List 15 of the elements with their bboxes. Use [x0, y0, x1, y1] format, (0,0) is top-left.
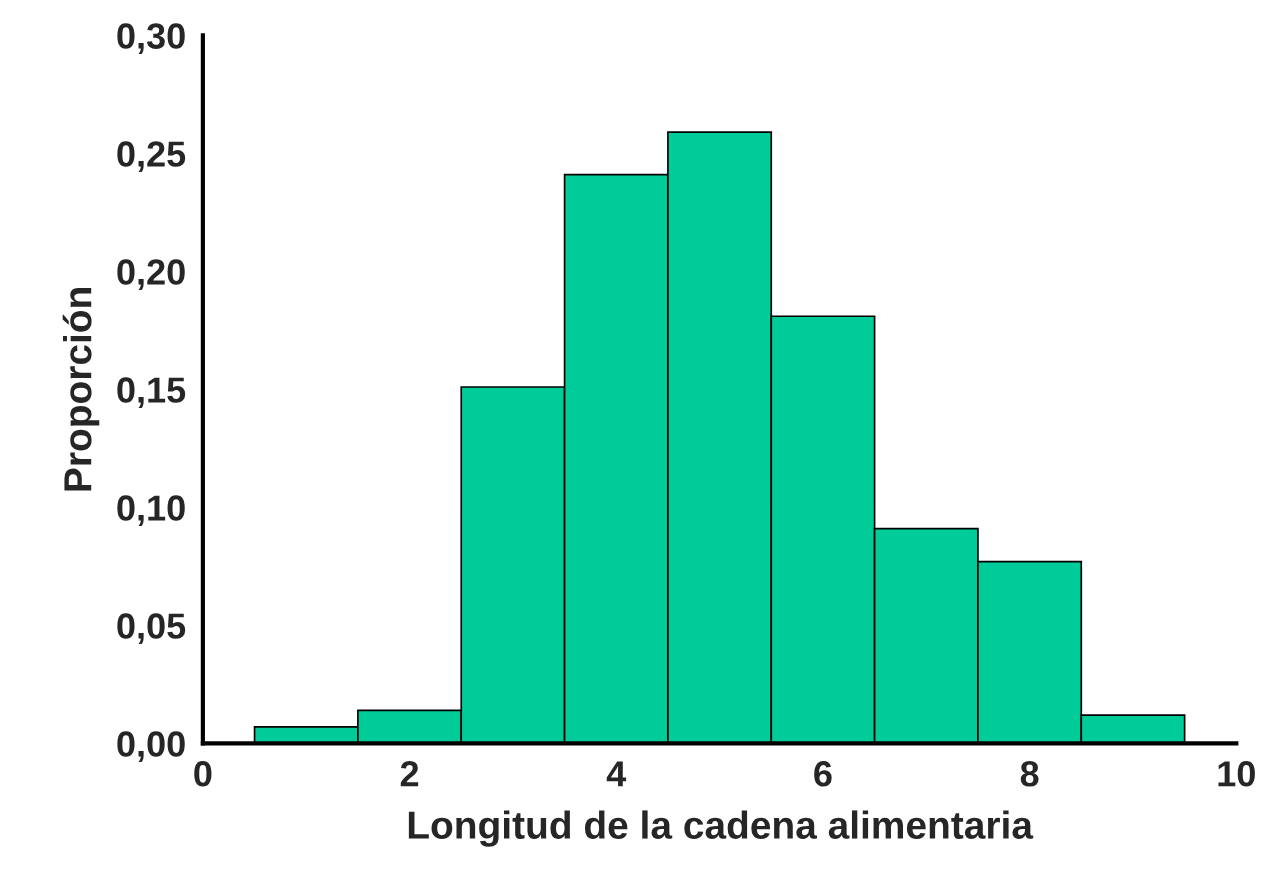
y-tick-label: 0,00 — [117, 731, 185, 763]
y-tick-label: 0,10 — [117, 495, 185, 527]
x-tick-label: 10 — [1218, 761, 1255, 787]
x-tick-label: 4 — [606, 761, 627, 787]
y-tick-label: 0,30 — [117, 23, 185, 55]
x-tick-label: 0 — [194, 761, 212, 787]
x-axis-title: Longitud de la cadena alimentaria — [408, 810, 1034, 847]
y-tick-label: 0,20 — [117, 259, 185, 291]
x-tick-label: 6 — [814, 761, 832, 787]
x-tick-label: 8 — [1020, 761, 1039, 787]
y-tick-label: 0,05 — [117, 613, 186, 645]
x-tick-label: 2 — [400, 761, 419, 787]
y-tick-label: 0,25 — [117, 141, 186, 173]
y-axis-title: Proporción — [62, 288, 100, 491]
y-tick-label: 0,15 — [117, 377, 186, 409]
